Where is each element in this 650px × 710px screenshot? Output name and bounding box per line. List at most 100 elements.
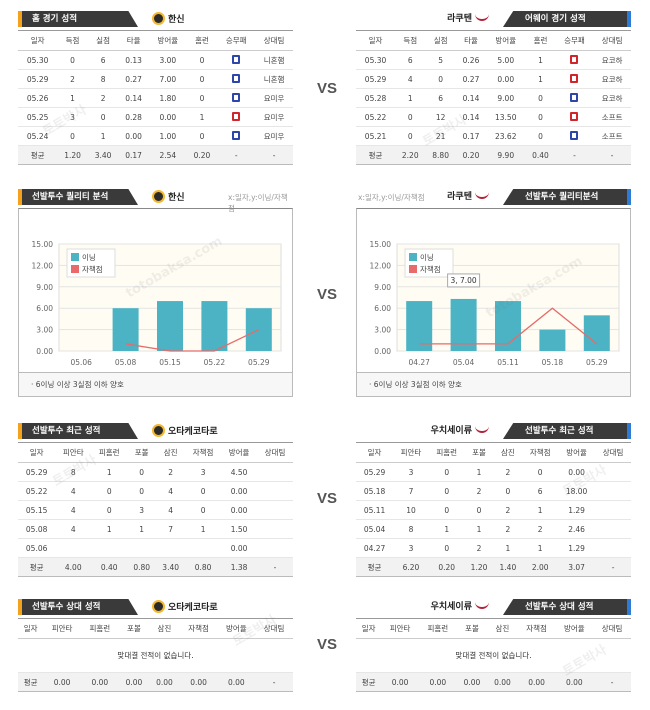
table-cell: 2 xyxy=(493,519,523,539)
eagles-logo-icon xyxy=(475,425,489,433)
table-cell: 4.50 xyxy=(221,462,258,482)
away-pitcher-vs-name: 우치세이류 xyxy=(431,600,489,614)
table-cell: 18.00 xyxy=(558,481,596,501)
opponent-cell: 요코하 xyxy=(593,69,631,89)
table-cell: 평균 xyxy=(356,557,394,577)
result-cell xyxy=(555,50,594,70)
table-cell: 1.20 xyxy=(464,557,494,577)
table-row: 05.25 3 0 0.28 0.00 1 요미우 xyxy=(18,107,293,127)
table-cell: 1.20 xyxy=(57,145,88,165)
table-cell: 0.14 xyxy=(118,88,149,108)
table-row: 05.04 8 1 1 2 2 2.46 xyxy=(356,519,631,539)
table-cell: 0.17 xyxy=(118,145,149,165)
table-cell: 04.27 xyxy=(356,538,394,558)
opponent-cell: 니혼햄 xyxy=(255,69,293,89)
x-tick-label: 04.27 xyxy=(408,358,430,367)
table-cell: 1 xyxy=(87,126,119,146)
column-header: 득점 xyxy=(395,30,426,51)
table-cell: 7.00 xyxy=(148,69,187,89)
table-cell: 2 xyxy=(57,69,88,89)
table-cell: 9.90 xyxy=(486,145,526,165)
table-cell: - xyxy=(255,672,293,692)
table-cell: 0 xyxy=(464,500,494,520)
table-cell: - xyxy=(595,557,631,577)
table-cell: 10 xyxy=(393,500,429,520)
table-cell xyxy=(185,538,222,558)
away-pitcher-vs-title: 선발투수 상대 성적 xyxy=(503,599,631,615)
bar xyxy=(201,301,228,351)
win-badge-icon xyxy=(570,130,579,140)
table-cell xyxy=(595,519,631,539)
column-header: 자책점 xyxy=(517,618,556,639)
result-cell xyxy=(217,88,256,108)
tigers-logo-icon xyxy=(152,424,165,437)
opponent-cell: 요미우 xyxy=(255,107,293,127)
table-row: 05.29 4 0 0.27 0.00 1 요코하 xyxy=(356,69,631,89)
tooltip-box xyxy=(447,273,481,288)
table-cell: 05.04 xyxy=(356,519,394,539)
column-header: 피홈런 xyxy=(80,618,119,639)
table-row: 05.30 0 6 0.13 3.00 0 니혼햄 xyxy=(18,50,293,70)
away-pitcher-vs-panel: 우치세이류 선발투수 상대 성적 일자 피안타 피홈런 포볼 삼진 자책점 방어율 상대팀 맞… xyxy=(356,596,631,692)
table-cell: 4 xyxy=(156,500,186,520)
table-row: 05.22 4 0 0 4 0 0.00 xyxy=(18,481,293,501)
table-cell xyxy=(595,500,631,520)
table-cell: 0.27 xyxy=(455,69,487,89)
away-quality-panel: x:일자,y:이닝/자책점 라쿠텐 선발투수 퀄리티분석 0.00 3.00 6.0… xyxy=(356,186,631,397)
table-cell xyxy=(156,538,186,558)
column-header: 피안타 xyxy=(381,618,419,639)
table-cell: 0 xyxy=(87,107,119,127)
column-header: 피홈런 xyxy=(428,442,465,463)
table-cell: 0.00 xyxy=(487,672,518,692)
table-cell: 05.29 xyxy=(18,69,58,89)
table-cell: 0.26 xyxy=(455,50,487,70)
column-header: 자책점 xyxy=(185,442,222,463)
away-quality-title: 선발투수 퀄리티분석 xyxy=(503,189,631,205)
result-cell xyxy=(217,107,256,127)
table-row: 05.21 0 21 0.17 23.62 0 소프트 xyxy=(356,126,631,146)
table-cell: 05.22 xyxy=(18,481,56,501)
home-pitcher-vs-table: 일자 피안타 피홈런 포볼 삼진 자책점 방어율 상대팀 맞대결 전적이 없습니다. 평균 0.… xyxy=(18,618,293,692)
table-cell: 4 xyxy=(395,69,426,89)
table-cell: 0.00 xyxy=(221,481,258,501)
away-team-name: 라쿠텐 xyxy=(447,12,489,26)
win-badge-icon xyxy=(232,92,241,102)
tigers-logo-icon xyxy=(152,12,165,25)
home-pitcher-vs-title: 선발투수 상대 성적 xyxy=(18,599,138,615)
bar xyxy=(495,301,521,351)
table-cell: 6 xyxy=(395,50,426,70)
column-header: 실점 xyxy=(425,30,456,51)
legend-swatch xyxy=(409,253,417,261)
win-badge-icon xyxy=(232,54,241,64)
home-no-record: 맞대결 전적이 없습니다. xyxy=(18,638,293,673)
eagles-logo-icon xyxy=(475,601,489,609)
result-cell xyxy=(217,126,256,146)
table-cell: 05.15 xyxy=(18,500,56,520)
home-pitcher-recent-title: 선발투수 최근 성적 xyxy=(18,423,138,439)
opponent-cell: 소프트 xyxy=(593,126,631,146)
table-cell: 1 xyxy=(493,538,523,558)
table-cell: 0 xyxy=(428,462,465,482)
table-cell: 1.29 xyxy=(558,538,596,558)
table-cell: 1 xyxy=(464,462,494,482)
table-cell xyxy=(55,538,92,558)
opponent-cell: 요코하 xyxy=(593,50,631,70)
opponent-cell: 니혼햄 xyxy=(255,50,293,70)
home-games-header: 홈 경기 성적 한신 xyxy=(18,8,293,30)
away-quality-chart: 0.00 3.00 6.00 9.00 12.00 15.00 04.27 05.04 05.1… xyxy=(356,208,631,373)
y-tick-label: 0.00 xyxy=(374,347,391,356)
result-cell xyxy=(217,50,256,70)
table-cell: 05.28 xyxy=(356,88,396,108)
home-pitcher-recent-header: 선발투수 최근 성적 오타케코타로 xyxy=(18,420,293,442)
home-quality-panel: 선발투수 퀄리티 분석 한신 x:일자,y:이닝/자책점 0.00 3.00 6.0… xyxy=(18,186,293,397)
table-cell: 05.11 xyxy=(356,500,394,520)
table-cell xyxy=(257,500,293,520)
table-cell: 8 xyxy=(87,69,119,89)
legend-swatch xyxy=(71,253,79,261)
result-cell xyxy=(555,69,594,89)
home-pitcher-name: 오타케코타로 xyxy=(152,424,218,439)
away-pitcher-vs-table: 일자 피안타 피홈런 포볼 삼진 자책점 방어율 상대팀 맞대결 전적이 없습니다. 평균 0.… xyxy=(356,618,631,692)
table-cell: 0.20 xyxy=(455,145,487,165)
y-tick-label: 12.00 xyxy=(370,261,392,270)
table-cell: 2 xyxy=(493,500,523,520)
